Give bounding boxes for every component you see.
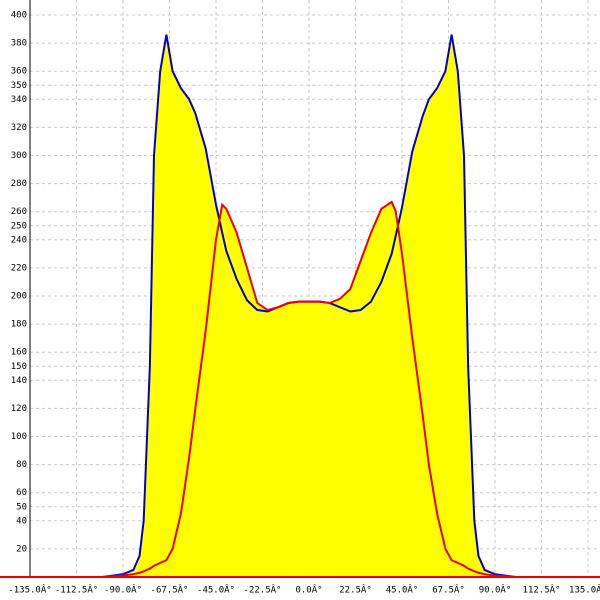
y-tick-label: 180 [11,320,27,330]
y-tick-label: 80 [16,460,27,470]
y-tick-label: 220 [11,263,27,273]
x-tick-label: 45.0Â° [386,584,419,596]
y-tick-label: 380 [11,39,27,49]
x-tick-label: -45.0Â° [197,584,235,596]
y-tick-label: 320 [11,123,27,133]
y-tick-label: 240 [11,235,27,245]
y-tick-label: 50 [16,502,27,512]
x-tick-label: -135.0Â° [8,584,51,596]
x-tick-label: 67.5Â° [432,584,465,596]
area-fill [30,201,588,578]
y-tick-label: 60 [16,488,27,498]
y-tick-label: 140 [11,376,27,386]
x-tick-label: -112.5Â° [55,584,98,596]
y-tick-label: 200 [11,292,27,302]
x-tick-label: -22.5Â° [244,584,282,596]
y-tick-label: 400 [11,11,27,21]
x-tick-label: -67.5Â° [151,584,189,596]
y-tick-label: 340 [11,95,27,105]
y-tick-label: 250 [11,221,27,231]
y-tick-label: 360 [11,67,27,77]
y-tick-label: 260 [11,207,27,217]
y-tick-label: 280 [11,179,27,189]
x-tick-label: 135.0Â° [569,584,600,596]
series-line [30,200,588,578]
x-tick-label: 90.0Â° [479,584,512,596]
x-tick-label: 112.5Â° [523,584,561,596]
y-tick-label: 40 [16,516,27,526]
y-tick-label: 150 [11,362,27,372]
y-tick-label: 20 [16,544,27,554]
x-tick-label: -90.0Â° [104,584,142,596]
x-tick-label: 0.0Â° [295,584,322,596]
y-tick-label: 160 [11,348,27,358]
y-tick-label: 100 [11,432,27,442]
x-tick-label: 22.5Â° [339,584,372,596]
y-tick-label: 350 [11,81,27,91]
y-tick-label: 300 [11,151,27,161]
y-tick-label: 120 [11,404,27,414]
